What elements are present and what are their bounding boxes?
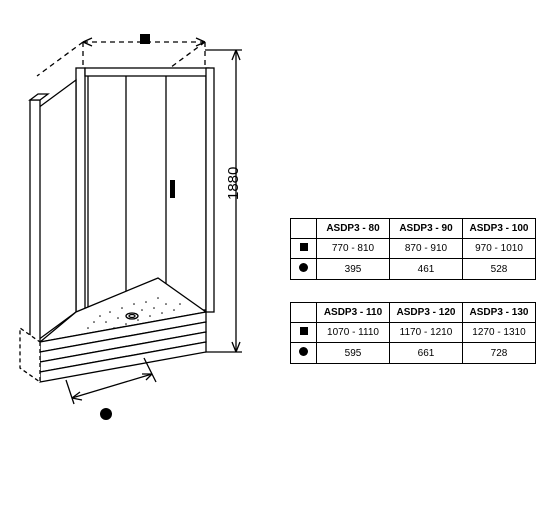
table-cell: 970 - 1010 bbox=[463, 239, 536, 259]
table-corner-blank bbox=[291, 219, 317, 239]
table-cell: 1170 - 1210 bbox=[390, 323, 463, 343]
row-symbol-circle bbox=[291, 259, 317, 280]
table-cell: 1070 - 1110 bbox=[317, 323, 390, 343]
table-cell: 528 bbox=[463, 259, 536, 280]
row-symbol-square bbox=[291, 323, 317, 343]
spec-table-1: ASDP3 - 80 ASDP3 - 90 ASDP3 - 100 770 - … bbox=[290, 218, 536, 280]
table-cell: 661 bbox=[390, 343, 463, 364]
table-cell: 770 - 810 bbox=[317, 239, 390, 259]
table-cell: 595 bbox=[317, 343, 390, 364]
spec-table-2: ASDP3 - 110 ASDP3 - 120 ASDP3 - 130 1070… bbox=[290, 302, 536, 364]
table-cell: 1270 - 1310 bbox=[463, 323, 536, 343]
table-cell: 870 - 910 bbox=[390, 239, 463, 259]
row-symbol-square bbox=[291, 239, 317, 259]
square-icon bbox=[300, 243, 308, 251]
height-dimension-label: 1880 bbox=[225, 167, 242, 200]
table-header: ASDP3 - 100 bbox=[463, 219, 536, 239]
technical-drawing: 1880 bbox=[10, 20, 280, 460]
spec-tables: ASDP3 - 80 ASDP3 - 90 ASDP3 - 100 770 - … bbox=[290, 218, 545, 386]
table-header: ASDP3 - 130 bbox=[463, 303, 536, 323]
row-symbol-circle bbox=[291, 343, 317, 364]
table-cell: 461 bbox=[390, 259, 463, 280]
table-header: ASDP3 - 90 bbox=[390, 219, 463, 239]
square-icon bbox=[300, 327, 308, 335]
circle-icon bbox=[299, 347, 308, 356]
table-cell: 728 bbox=[463, 343, 536, 364]
table-header: ASDP3 - 80 bbox=[317, 219, 390, 239]
table-header: ASDP3 - 120 bbox=[390, 303, 463, 323]
shower-door-diagram bbox=[10, 20, 280, 460]
circle-icon bbox=[299, 263, 308, 272]
table-header: ASDP3 - 110 bbox=[317, 303, 390, 323]
table-cell: 395 bbox=[317, 259, 390, 280]
table-corner-blank bbox=[291, 303, 317, 323]
